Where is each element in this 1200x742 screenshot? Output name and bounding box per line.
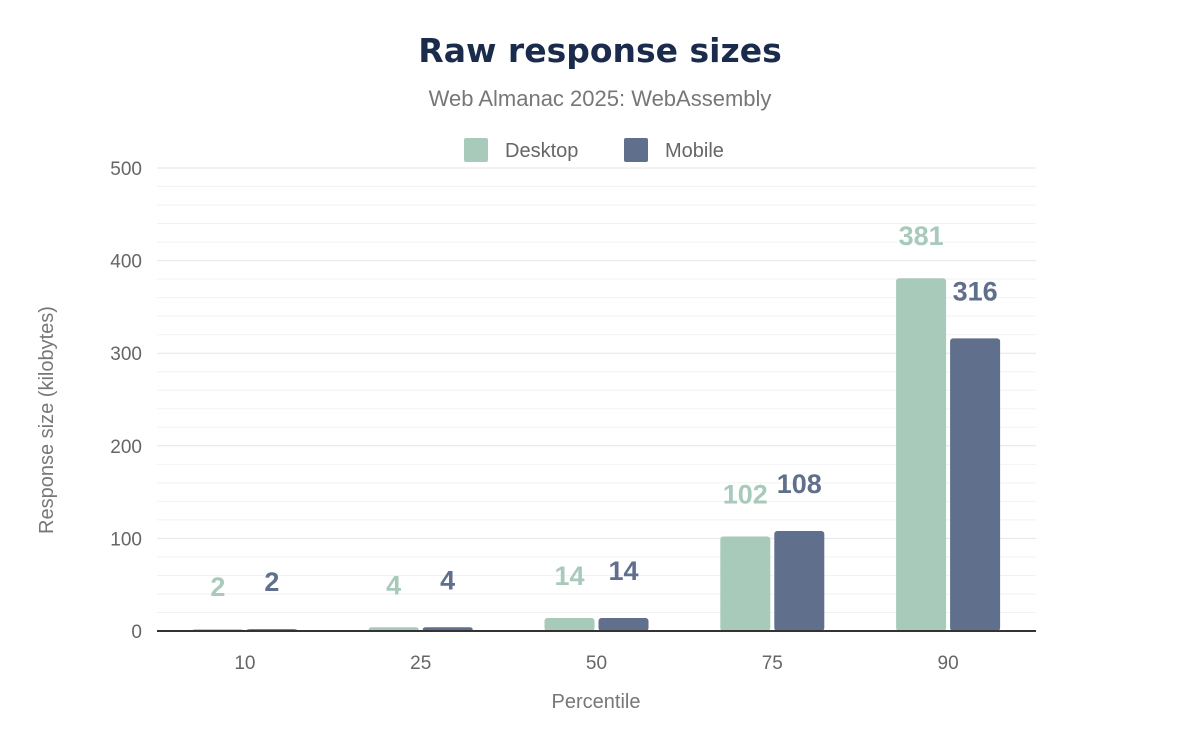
legend: Desktop Mobile — [464, 138, 724, 162]
x-tick-label: 90 — [938, 653, 959, 674]
y-axis-label: Response size (kilobytes) — [36, 306, 58, 534]
x-tick-label: 10 — [234, 653, 255, 674]
data-label-mobile: 2 — [264, 567, 279, 597]
data-label-desktop: 381 — [899, 221, 944, 251]
data-label-mobile: 14 — [608, 556, 638, 586]
legend-swatch-mobile — [624, 138, 648, 162]
y-tick-label: 400 — [110, 252, 142, 273]
x-axis-label: Percentile — [552, 691, 641, 713]
y-tick-label: 500 — [110, 159, 142, 180]
gridlines — [157, 167, 1036, 613]
y-axis-ticks: 0 100 200 300 400 500 — [110, 159, 142, 643]
legend-label-mobile: Mobile — [665, 140, 724, 162]
bar-desktop — [896, 278, 947, 631]
bar-mobile — [598, 618, 649, 631]
data-label-desktop: 102 — [723, 480, 768, 510]
data-label-mobile: 316 — [953, 276, 998, 306]
data-label-desktop: 4 — [386, 570, 401, 600]
legend-swatch-desktop — [464, 138, 488, 162]
y-tick-label: 0 — [131, 622, 142, 643]
data-label-mobile: 108 — [777, 469, 822, 499]
y-tick-label: 100 — [110, 529, 142, 550]
bar-mobile — [774, 530, 825, 631]
x-tick-label: 25 — [410, 653, 431, 674]
x-axis-ticks: 10 25 50 75 90 — [234, 653, 958, 674]
legend-label-desktop: Desktop — [505, 140, 578, 162]
bars: 2 2 4 4 14 14 102 108 381 316 — [192, 221, 1001, 631]
y-tick-label: 200 — [110, 437, 142, 458]
x-tick-label: 50 — [586, 653, 607, 674]
data-label-desktop: 14 — [554, 561, 584, 591]
bar-mobile — [950, 338, 1001, 631]
bar-desktop — [544, 618, 595, 631]
x-tick-label: 75 — [762, 653, 783, 674]
data-label-desktop: 2 — [210, 572, 225, 602]
chart-title: Raw response sizes — [418, 31, 781, 70]
chart-subtitle: Web Almanac 2025: WebAssembly — [429, 86, 772, 111]
data-label-mobile: 4 — [440, 565, 455, 595]
y-tick-label: 300 — [110, 344, 142, 365]
bar-desktop — [720, 536, 771, 631]
